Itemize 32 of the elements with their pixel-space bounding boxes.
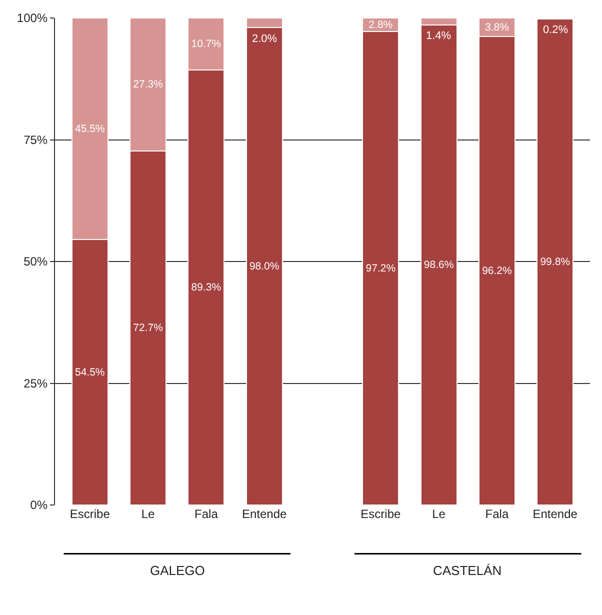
x-tick-label: Le <box>432 507 446 521</box>
data-label: 3.8% <box>484 21 509 34</box>
text: CASTELÁN <box>433 563 502 578</box>
data-label: 98.0% <box>249 260 280 272</box>
data-label: 89.3% <box>191 282 222 294</box>
data-label: 98.6% <box>424 258 454 271</box>
data-label: 45.5% <box>75 122 105 135</box>
x-tick-label: Fala <box>194 507 218 521</box>
data-label: 0.2% <box>543 24 568 36</box>
data-label: 96.2% <box>482 264 512 277</box>
data-label: 97.2% <box>366 262 396 274</box>
data-label: 1.4% <box>426 30 452 42</box>
y-tick-label: 50% <box>24 254 48 269</box>
x-tick-label: Entende <box>242 507 288 521</box>
text: GALEGO <box>150 563 205 578</box>
x-tick-label: Escribe <box>360 507 401 521</box>
data-label: 2.8% <box>368 18 393 31</box>
y-tick-label: 25% <box>24 376 48 390</box>
y-tick-label: 0% <box>30 498 48 512</box>
data-label: 99.8% <box>540 256 570 268</box>
data-label: 10.7% <box>191 38 222 50</box>
y-tick-label: 100% <box>16 11 48 26</box>
data-label: 72.7% <box>133 322 163 334</box>
x-tick-label: Escribe <box>70 507 110 521</box>
x-tick-label: Fala <box>485 507 509 521</box>
x-tick-label: Entende <box>532 507 578 521</box>
data-label: 27.3% <box>133 78 163 90</box>
data-label: 54.5% <box>75 366 105 378</box>
x-tick-label: Le <box>141 507 156 521</box>
data-label: 2.0% <box>252 33 278 45</box>
y-tick-label: 75% <box>24 132 48 147</box>
bar <box>536 18 574 505</box>
